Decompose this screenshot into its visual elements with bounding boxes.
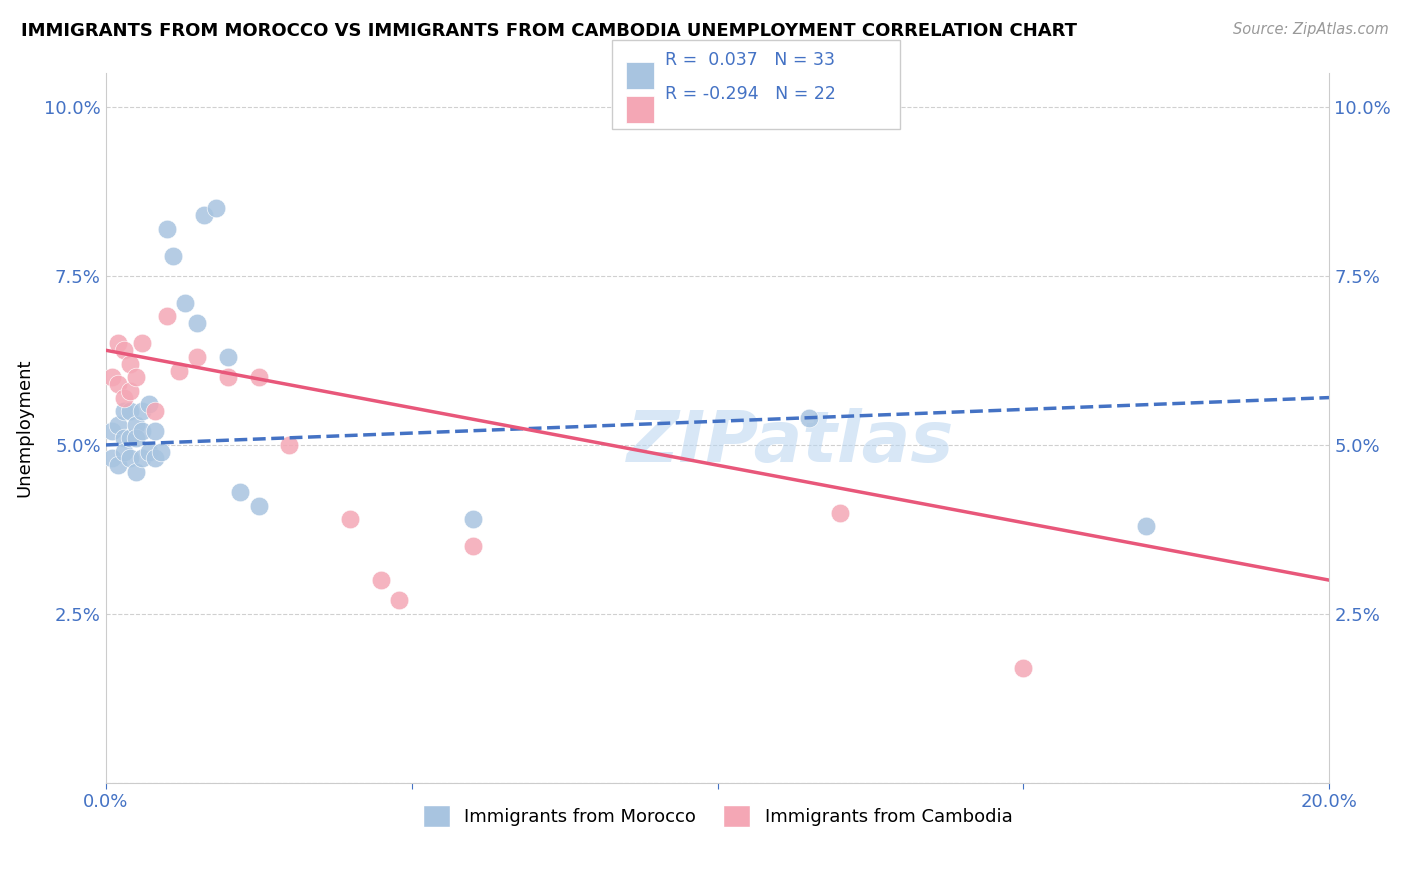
Point [120, 404, 142, 418]
Point [107, 458, 129, 473]
Point [125, 465, 148, 479]
Point [120, 451, 142, 466]
Text: R = -0.294   N = 22: R = -0.294 N = 22 [665, 85, 837, 103]
Y-axis label: Unemployment: Unemployment [15, 359, 32, 497]
Point [112, 391, 135, 405]
Point [112, 431, 135, 445]
Text: R =  0.037   N = 33: R = 0.037 N = 33 [665, 51, 835, 69]
Text: IMMIGRANTS FROM MOROCCO VS IMMIGRANTS FROM CAMBODIA UNEMPLOYMENT CORRELATION CHA: IMMIGRANTS FROM MOROCCO VS IMMIGRANTS FR… [21, 22, 1077, 40]
Point [828, 506, 851, 520]
Point [388, 593, 411, 607]
Point [112, 444, 135, 458]
Point [278, 438, 301, 452]
Point [174, 296, 197, 310]
Point [101, 451, 124, 466]
Point [107, 336, 129, 351]
Point [120, 384, 142, 398]
Point [143, 451, 166, 466]
Point [120, 431, 142, 445]
Point [217, 370, 239, 384]
Point [799, 410, 821, 425]
Point [101, 425, 124, 439]
Point [167, 363, 190, 377]
Point [247, 370, 270, 384]
Text: ZIPatlas: ZIPatlas [627, 408, 955, 476]
Point [143, 425, 166, 439]
Point [131, 425, 153, 439]
Point [120, 357, 142, 371]
Point [138, 397, 160, 411]
Point [143, 404, 166, 418]
Point [339, 512, 361, 526]
Point [205, 201, 228, 215]
Point [193, 208, 215, 222]
Point [101, 370, 124, 384]
Point [156, 310, 179, 324]
Point [1135, 519, 1157, 533]
Point [112, 404, 135, 418]
Point [370, 573, 392, 587]
Point [131, 336, 153, 351]
Point [125, 417, 148, 432]
Point [461, 512, 484, 526]
Point [149, 444, 172, 458]
Point [107, 417, 129, 432]
Point [156, 221, 179, 235]
Point [217, 350, 239, 364]
Point [1012, 661, 1035, 675]
Point [125, 431, 148, 445]
Point [186, 350, 208, 364]
Point [138, 444, 160, 458]
Point [131, 404, 153, 418]
Point [229, 485, 252, 500]
Point [461, 540, 484, 554]
Point [131, 451, 153, 466]
Point [112, 343, 135, 358]
Legend: Immigrants from Morocco, Immigrants from Cambodia: Immigrants from Morocco, Immigrants from… [415, 798, 1019, 834]
Point [186, 316, 208, 330]
Text: Source: ZipAtlas.com: Source: ZipAtlas.com [1233, 22, 1389, 37]
Point [107, 377, 129, 392]
Point [125, 370, 148, 384]
Point [247, 499, 270, 513]
Point [162, 249, 184, 263]
